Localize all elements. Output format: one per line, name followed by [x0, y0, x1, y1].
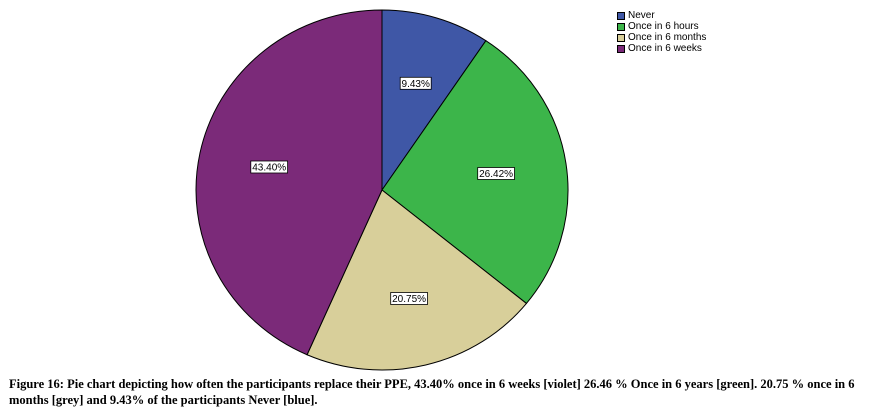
pie-data-labels: 9.43% 26.42% 20.75% 43.40%: [250, 76, 515, 305]
data-label-box-never: [399, 76, 432, 90]
legend-item-once-in-6-months: Once in 6 months: [617, 32, 706, 43]
legend-swatch-never: [617, 11, 625, 20]
pie-chart: 9.43% 26.42% 20.75% 43.40%: [195, 9, 569, 371]
pie-slice-once-in-6-hours: [381, 39, 569, 305]
data-label-box-once-in-6-months: [390, 292, 428, 305]
data-label-never: 9.43%: [402, 79, 430, 90]
legend-label-never: Never: [628, 10, 655, 21]
pie-slices: [195, 9, 569, 371]
legend: Never Once in 6 hours Once in 6 months O…: [617, 10, 706, 54]
legend-item-once-in-6-hours: Once in 6 hours: [617, 21, 706, 32]
data-label-box-once-in-6-weeks: [250, 160, 289, 174]
legend-label-once-in-6-months: Once in 6 months: [628, 32, 707, 43]
legend-swatch-once-in-6-months: [617, 33, 625, 42]
data-label-once-in-6-months: 20.75%: [392, 294, 426, 305]
legend-swatch-once-in-6-hours: [617, 22, 625, 31]
legend-label-once-in-6-weeks: Once in 6 weeks: [628, 43, 702, 54]
data-label-once-in-6-hours: 26.42%: [479, 169, 513, 180]
data-label-once-in-6-weeks: 43.40%: [252, 163, 286, 174]
pie-slice-never: [381, 9, 487, 192]
legend-item-once-in-6-weeks: Once in 6 weeks: [617, 43, 706, 54]
legend-label-once-in-6-hours: Once in 6 hours: [628, 21, 699, 32]
legend-swatch-once-in-6-weeks: [617, 44, 625, 53]
pie-slice-once-in-6-weeks: [195, 9, 383, 356]
legend-item-never: Never: [617, 10, 706, 21]
data-label-box-once-in-6-hours: [477, 167, 515, 180]
figure-caption: Figure 16: Pie chart depicting how often…: [9, 377, 855, 407]
